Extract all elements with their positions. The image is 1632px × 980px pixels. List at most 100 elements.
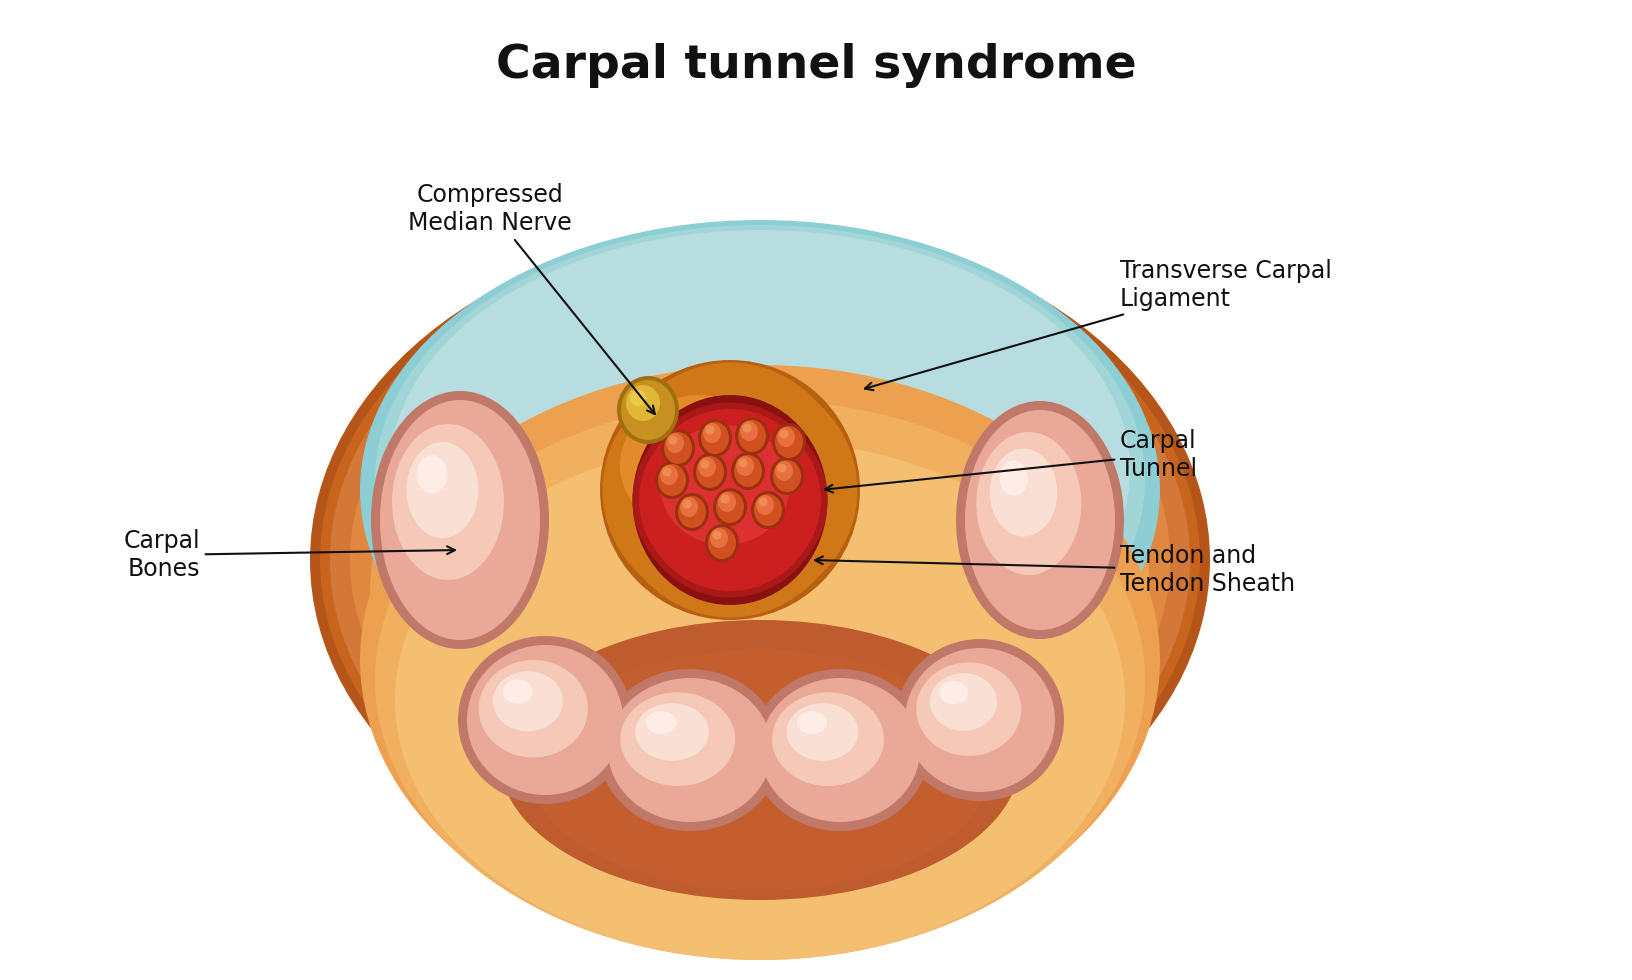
- Ellipse shape: [663, 467, 671, 476]
- Ellipse shape: [756, 495, 774, 515]
- Ellipse shape: [695, 456, 723, 488]
- Ellipse shape: [751, 491, 785, 529]
- Ellipse shape: [757, 498, 767, 507]
- Ellipse shape: [743, 423, 751, 432]
- Ellipse shape: [796, 711, 827, 734]
- Ellipse shape: [772, 460, 801, 492]
- Ellipse shape: [738, 459, 747, 467]
- Ellipse shape: [330, 245, 1190, 875]
- Ellipse shape: [599, 360, 860, 620]
- Ellipse shape: [955, 401, 1123, 639]
- Ellipse shape: [654, 461, 689, 499]
- Ellipse shape: [380, 400, 540, 640]
- Ellipse shape: [705, 425, 715, 434]
- Ellipse shape: [349, 265, 1169, 855]
- Ellipse shape: [751, 669, 929, 831]
- Ellipse shape: [659, 425, 790, 545]
- Ellipse shape: [664, 432, 692, 464]
- Ellipse shape: [929, 673, 997, 731]
- Ellipse shape: [641, 409, 819, 591]
- Ellipse shape: [754, 494, 782, 526]
- Ellipse shape: [772, 423, 806, 461]
- Ellipse shape: [320, 235, 1200, 885]
- Ellipse shape: [712, 530, 721, 540]
- Text: Carpal
Tunnel: Carpal Tunnel: [824, 429, 1196, 493]
- Ellipse shape: [674, 493, 708, 531]
- Ellipse shape: [410, 395, 1110, 865]
- Ellipse shape: [679, 497, 697, 517]
- Ellipse shape: [772, 693, 883, 786]
- Ellipse shape: [610, 363, 850, 617]
- Ellipse shape: [467, 645, 623, 795]
- Ellipse shape: [718, 492, 736, 512]
- Ellipse shape: [310, 225, 1209, 895]
- Ellipse shape: [416, 455, 447, 494]
- Ellipse shape: [705, 524, 739, 562]
- Ellipse shape: [599, 669, 780, 831]
- Text: Tendon and
Tendon Sheath: Tendon and Tendon Sheath: [814, 544, 1294, 596]
- Text: Transverse Carpal
Ligament: Transverse Carpal Ligament: [865, 259, 1332, 390]
- Ellipse shape: [632, 408, 827, 593]
- Ellipse shape: [692, 453, 726, 491]
- Ellipse shape: [630, 390, 646, 406]
- Ellipse shape: [778, 429, 788, 438]
- Ellipse shape: [390, 355, 1129, 865]
- Ellipse shape: [700, 422, 728, 454]
- Ellipse shape: [759, 678, 919, 822]
- Ellipse shape: [499, 620, 1020, 900]
- Ellipse shape: [617, 376, 679, 444]
- Ellipse shape: [530, 650, 989, 890]
- Ellipse shape: [965, 410, 1115, 630]
- Ellipse shape: [638, 413, 821, 587]
- Ellipse shape: [708, 527, 736, 559]
- Ellipse shape: [989, 449, 1056, 536]
- Ellipse shape: [710, 528, 728, 548]
- Ellipse shape: [702, 423, 721, 443]
- Ellipse shape: [775, 461, 793, 481]
- Ellipse shape: [777, 427, 795, 447]
- Ellipse shape: [731, 452, 764, 490]
- Ellipse shape: [775, 426, 803, 458]
- Ellipse shape: [645, 417, 744, 503]
- Ellipse shape: [625, 385, 659, 421]
- Ellipse shape: [999, 461, 1028, 496]
- Text: Carpal
Bones: Carpal Bones: [124, 529, 455, 581]
- Ellipse shape: [787, 704, 858, 760]
- Ellipse shape: [620, 395, 780, 535]
- Ellipse shape: [904, 648, 1054, 792]
- Ellipse shape: [697, 457, 715, 477]
- Ellipse shape: [677, 496, 705, 528]
- Ellipse shape: [738, 420, 765, 452]
- Ellipse shape: [777, 464, 787, 472]
- Ellipse shape: [697, 419, 731, 457]
- Ellipse shape: [713, 488, 746, 526]
- Ellipse shape: [392, 424, 504, 580]
- Ellipse shape: [661, 429, 695, 467]
- Ellipse shape: [375, 400, 1144, 960]
- Ellipse shape: [645, 711, 677, 734]
- Ellipse shape: [896, 639, 1064, 801]
- Ellipse shape: [370, 391, 548, 649]
- Ellipse shape: [503, 679, 532, 704]
- Ellipse shape: [720, 495, 730, 504]
- Ellipse shape: [635, 403, 824, 598]
- Ellipse shape: [916, 662, 1020, 756]
- Ellipse shape: [715, 491, 744, 523]
- Ellipse shape: [770, 457, 803, 495]
- Ellipse shape: [739, 421, 757, 441]
- Ellipse shape: [667, 435, 677, 445]
- Ellipse shape: [359, 365, 1159, 955]
- Ellipse shape: [390, 230, 1129, 710]
- Ellipse shape: [635, 704, 708, 760]
- Ellipse shape: [602, 370, 857, 610]
- Ellipse shape: [620, 380, 674, 440]
- Ellipse shape: [733, 455, 762, 487]
- Ellipse shape: [666, 433, 684, 453]
- Ellipse shape: [375, 225, 1144, 735]
- Ellipse shape: [478, 660, 588, 758]
- Ellipse shape: [493, 671, 563, 731]
- Ellipse shape: [938, 681, 968, 705]
- Ellipse shape: [406, 442, 478, 538]
- Ellipse shape: [659, 465, 677, 485]
- Ellipse shape: [976, 432, 1080, 575]
